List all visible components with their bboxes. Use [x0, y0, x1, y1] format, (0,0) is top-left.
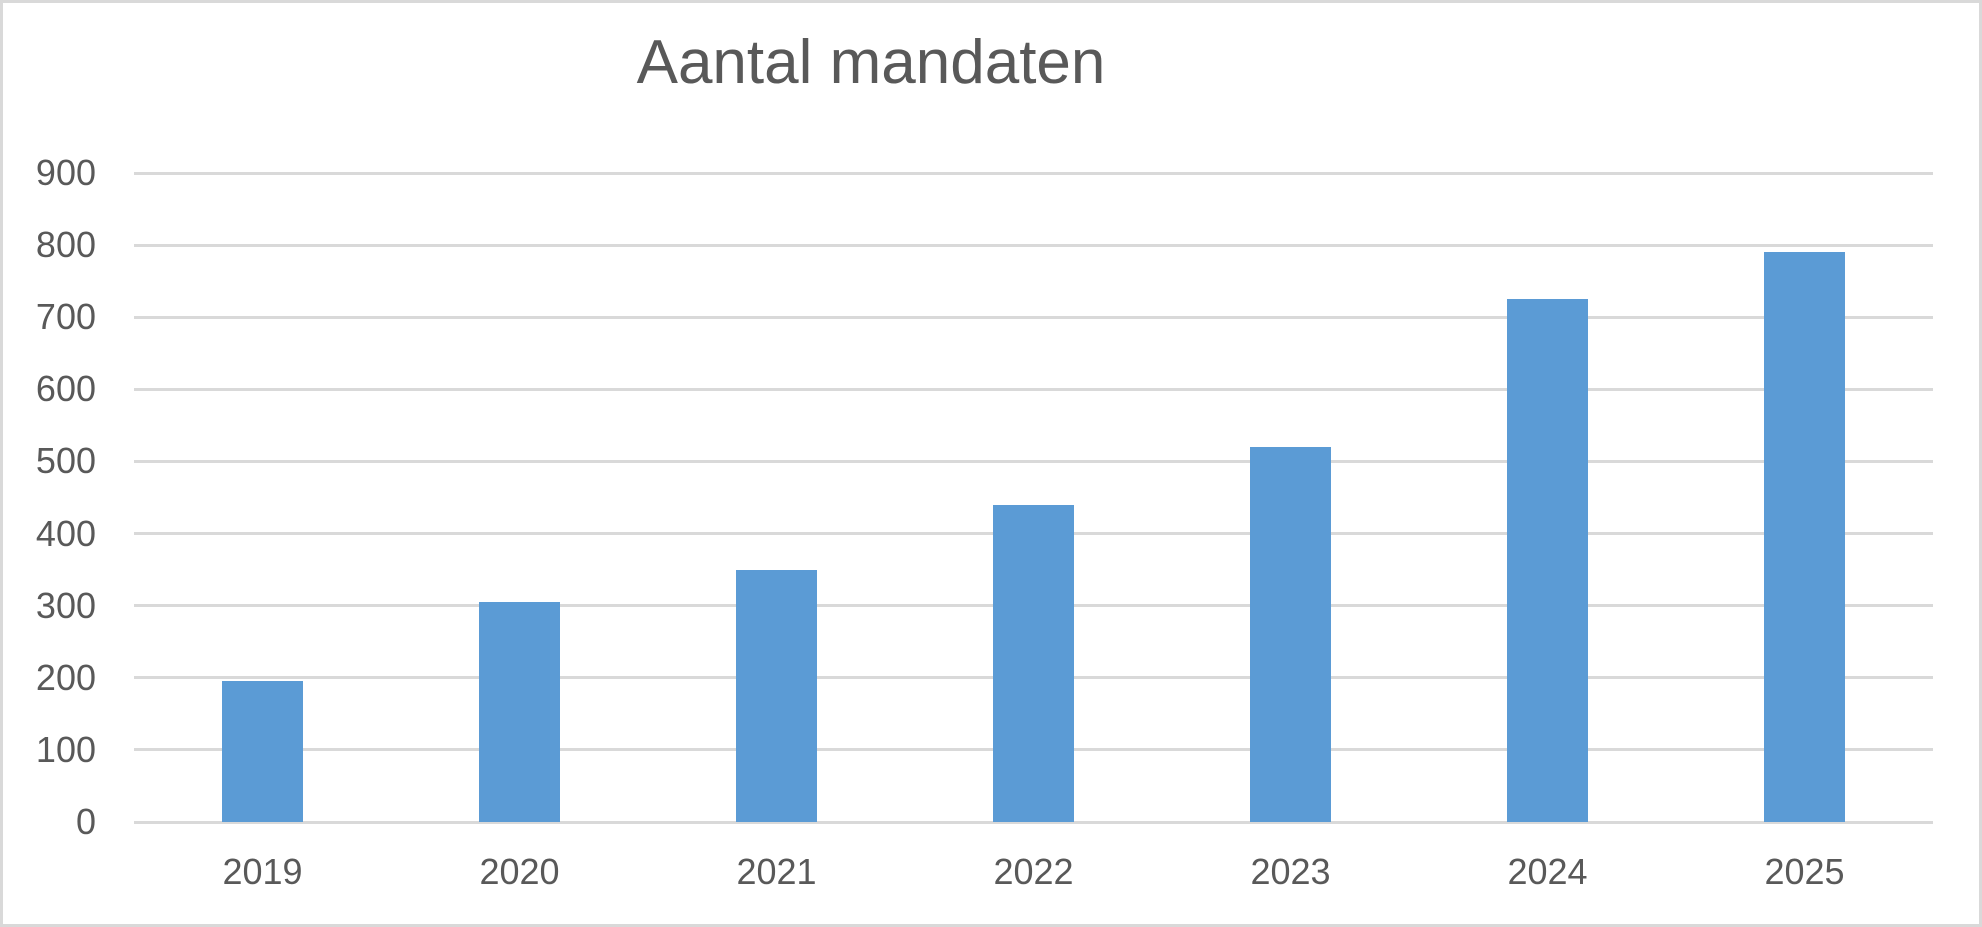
y-tick-label-300: 300: [35, 584, 96, 626]
x-tick-label-2023: 2023: [1250, 851, 1331, 892]
bar-2019: [222, 681, 303, 822]
x-axis: 2019 2020 2021 2022 2023 2024 2025: [134, 848, 1933, 896]
gridline-700: [134, 315, 1933, 319]
plot-area: [134, 171, 1933, 824]
gridline-600: [134, 387, 1933, 391]
y-tick-label-600: 600: [35, 368, 96, 410]
y-tick-label-900: 900: [35, 152, 96, 193]
x-tick-label-2024: 2024: [1507, 851, 1588, 892]
gridline-800: [134, 243, 1933, 247]
y-tick-label-400: 400: [35, 512, 96, 554]
x-tick-label-2025: 2025: [1764, 851, 1845, 892]
x-tick-label-2019: 2019: [222, 851, 303, 892]
bar-2023: [1250, 447, 1331, 822]
x-tick-label-2021: 2021: [736, 851, 817, 892]
gridline-500: [134, 459, 1933, 463]
y-tick-label-800: 800: [35, 224, 96, 266]
bar-2020: [479, 602, 560, 822]
y-tick-label-0: 0: [75, 801, 96, 842]
x-tick-label-2022: 2022: [993, 851, 1074, 892]
gridline-0: [134, 820, 1933, 824]
y-tick-label-200: 200: [35, 656, 96, 698]
bar-2024: [1507, 299, 1588, 822]
chart-title: Aantal mandaten: [636, 28, 1106, 97]
y-axis: 0 100 200 300 400 500 600 700 800 900: [3, 155, 96, 840]
bar-2022: [993, 504, 1074, 822]
gridline-900: [134, 171, 1933, 175]
bar-2025: [1764, 252, 1845, 822]
bar-2021: [736, 569, 817, 822]
x-tick-label-2020: 2020: [479, 851, 560, 892]
y-tick-label-100: 100: [35, 728, 96, 770]
y-tick-label-500: 500: [35, 440, 96, 482]
y-tick-label-700: 700: [35, 296, 96, 338]
